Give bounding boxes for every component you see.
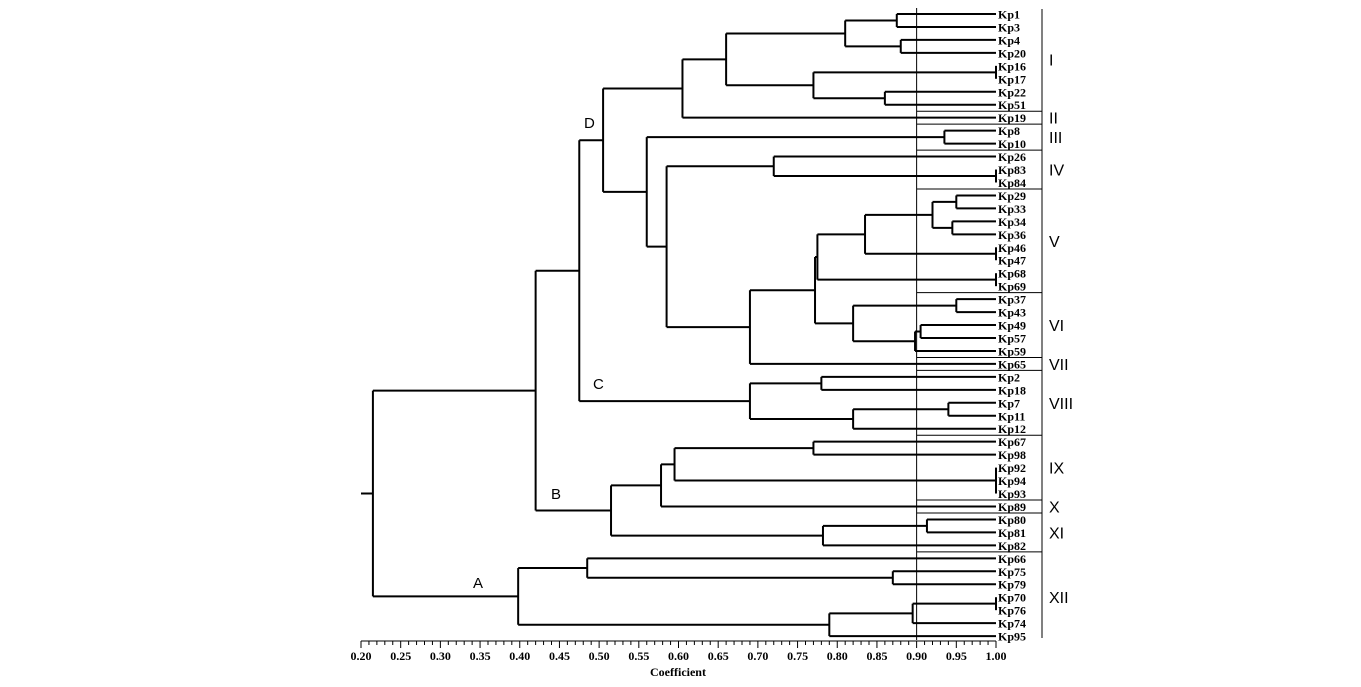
leaf-label: Kp93 xyxy=(998,487,1026,501)
axis-title: Coefficient xyxy=(650,665,706,679)
leaf-label: Kp33 xyxy=(998,202,1026,216)
x-tick-label: 0.20 xyxy=(351,649,372,663)
leaf-label: Kp51 xyxy=(998,98,1026,112)
leaf-label: Kp11 xyxy=(998,409,1025,423)
leaf-label: Kp22 xyxy=(998,85,1026,99)
leaf-label: Kp1 xyxy=(998,8,1020,22)
leaf-label: Kp49 xyxy=(998,319,1026,333)
leaf-label: Kp67 xyxy=(998,435,1026,449)
leaf-label: Kp66 xyxy=(998,552,1026,566)
group-label: X xyxy=(1049,500,1060,517)
leaf-label: Kp74 xyxy=(998,617,1026,631)
leaf-label: Kp20 xyxy=(998,46,1026,60)
leaf-label: Kp16 xyxy=(998,59,1026,73)
x-tick-label: 0.45 xyxy=(549,649,570,663)
leaf-label: Kp94 xyxy=(998,474,1026,488)
group-label: VI xyxy=(1049,318,1064,335)
leaf-label: Kp36 xyxy=(998,228,1026,242)
leaf-label: Kp76 xyxy=(998,604,1026,618)
cluster-label-d: D xyxy=(584,115,595,132)
x-tick-label: 0.35 xyxy=(470,649,491,663)
leaf-label: Kp80 xyxy=(998,513,1026,527)
x-tick-label: 0.90 xyxy=(906,649,927,663)
leaf-label: Kp4 xyxy=(998,33,1020,47)
x-tick-label: 0.65 xyxy=(708,649,729,663)
x-tick-label: 0.70 xyxy=(747,649,768,663)
leaf-label: Kp69 xyxy=(998,280,1026,294)
leaf-label: Kp47 xyxy=(998,254,1026,268)
leaf-label: Kp37 xyxy=(998,293,1026,307)
leaf-label: Kp3 xyxy=(998,21,1020,35)
leaf-label: Kp17 xyxy=(998,72,1026,86)
x-tick-label: 0.85 xyxy=(866,649,887,663)
x-tick-label: 0.50 xyxy=(589,649,610,663)
group-label: III xyxy=(1049,130,1062,147)
leaf-label: Kp57 xyxy=(998,332,1026,346)
leaf-label: Kp10 xyxy=(998,137,1026,151)
leaf-label: Kp29 xyxy=(998,189,1026,203)
x-tick-label: 0.75 xyxy=(787,649,808,663)
leaf-label: Kp19 xyxy=(998,111,1026,125)
leaf-label: Kp84 xyxy=(998,176,1026,190)
group-label: V xyxy=(1049,234,1060,251)
cluster-label-b: B xyxy=(551,486,561,503)
leaf-label: Kp65 xyxy=(998,357,1026,371)
leaf-label: Kp92 xyxy=(998,461,1026,475)
leaf-label: Kp7 xyxy=(998,396,1020,410)
leaf-label: Kp2 xyxy=(998,370,1020,384)
leaf-label: Kp43 xyxy=(998,306,1026,320)
x-axis: 0.20 0.25 0.30 0.35 0.40 0.45 0.50 0.55 0.60 0.65… xyxy=(351,640,1007,663)
x-tick-label: 0.55 xyxy=(628,649,649,663)
leaf-label: Kp98 xyxy=(998,448,1026,462)
leaf-label: Kp83 xyxy=(998,163,1026,177)
leaf-label: Kp81 xyxy=(998,526,1026,540)
group-label: I xyxy=(1049,52,1053,69)
leaf-label: Kp59 xyxy=(998,345,1026,359)
group-label: VII xyxy=(1049,357,1069,374)
group-label: VIII xyxy=(1049,396,1073,413)
leaf-label: Kp12 xyxy=(998,422,1026,436)
leaf-label: Kp68 xyxy=(998,267,1026,281)
group-label: II xyxy=(1049,111,1058,128)
x-tick-label: 0.25 xyxy=(390,649,411,663)
group-label: IX xyxy=(1049,461,1064,478)
leaf-label: Kp82 xyxy=(998,539,1026,553)
leaf-label: Kp95 xyxy=(998,630,1026,644)
cluster-label-a: A xyxy=(473,575,483,592)
leaf-label: Kp34 xyxy=(998,215,1026,229)
cluster-label-c: C xyxy=(593,376,604,393)
leaf-label: Kp46 xyxy=(998,241,1026,255)
group-label: XII xyxy=(1049,590,1069,607)
leaf-label: Kp18 xyxy=(998,383,1026,397)
leaf-label: Kp89 xyxy=(998,500,1026,514)
x-tick-label: 0.60 xyxy=(668,649,689,663)
leaf-labels: Kp1Kp3Kp4Kp20Kp16Kp17Kp22Kp51Kp19Kp8Kp10… xyxy=(998,8,1026,644)
x-tick-label: 1.00 xyxy=(986,649,1007,663)
leaf-label: Kp75 xyxy=(998,565,1026,579)
leaf-label: Kp26 xyxy=(998,150,1026,164)
dendrogram-branches xyxy=(361,13,997,638)
x-tick-label: 0.80 xyxy=(827,649,848,663)
x-tick-label: 0.30 xyxy=(430,649,451,663)
leaf-label: Kp79 xyxy=(998,578,1026,592)
x-tick-label: 0.95 xyxy=(946,649,967,663)
leaf-label: Kp8 xyxy=(998,124,1020,138)
x-tick-label: 0.40 xyxy=(509,649,530,663)
group-label: IV xyxy=(1049,163,1064,180)
group-label: XI xyxy=(1049,525,1064,542)
leaf-label: Kp70 xyxy=(998,591,1026,605)
